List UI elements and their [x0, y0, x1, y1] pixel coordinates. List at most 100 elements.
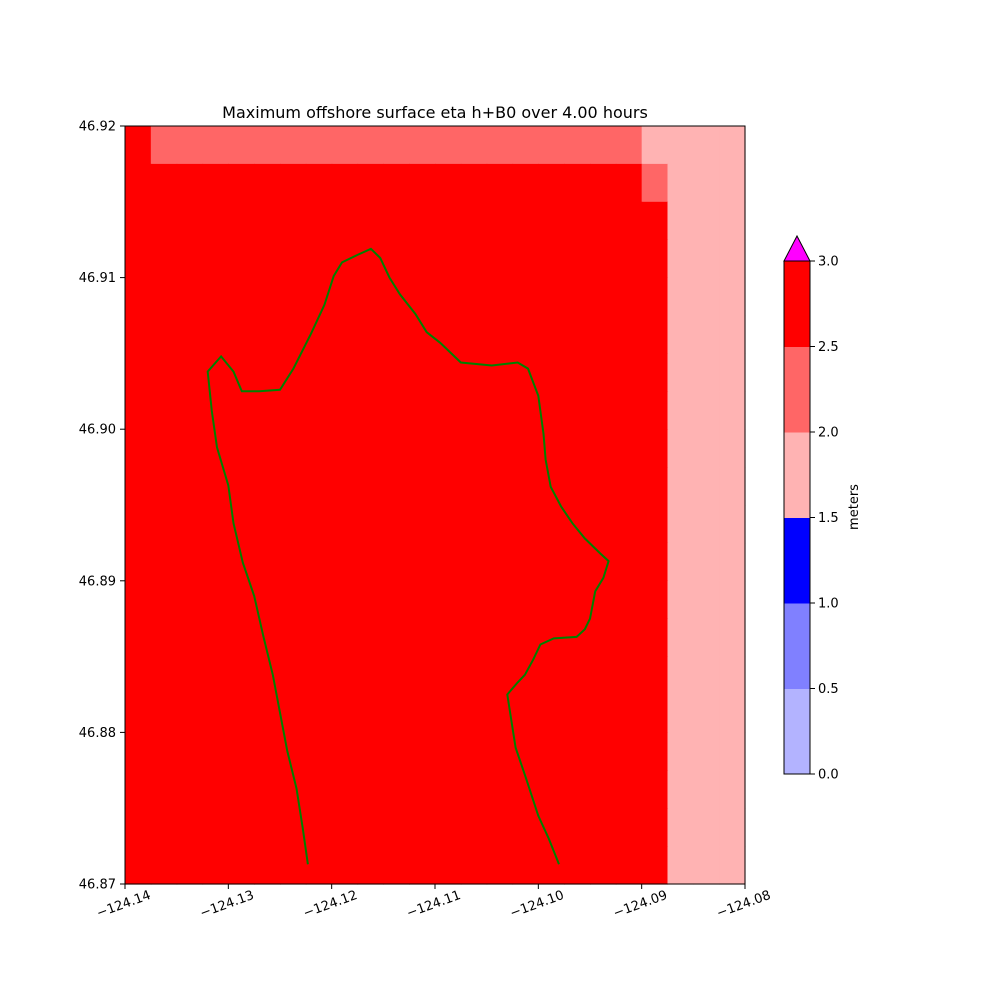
heatmap-cell: [357, 846, 384, 885]
colorbar-tick-label: 1.0: [818, 597, 839, 612]
heatmap-cell: [641, 618, 669, 658]
heatmap-cell: [254, 656, 281, 696]
heatmap-cell: [590, 656, 617, 696]
heatmap-cell: [228, 618, 255, 658]
heatmap-cell: [176, 505, 204, 544]
heatmap-cell: [202, 277, 229, 317]
heatmap-cell: [254, 163, 281, 203]
heatmap-cell: [254, 467, 281, 506]
heatmap-cell: [538, 732, 565, 771]
heatmap-cell: [667, 126, 694, 165]
colorbar-extend-arrow: [783, 234, 811, 262]
heatmap-cell: [150, 163, 178, 203]
heatmap-cell: [486, 391, 514, 430]
heatmap-cell: [305, 467, 333, 506]
colorbar-tick-label: 0.5: [818, 682, 839, 697]
heatmap-cell: [305, 770, 333, 809]
heatmap-cell: [254, 808, 281, 847]
heatmap-cell: [202, 163, 229, 203]
heatmap-cell: [693, 732, 720, 771]
heatmap-cell: [409, 732, 436, 771]
heatmap-cell: [590, 542, 617, 582]
heatmap-cell: [435, 656, 462, 696]
heatmap-cell: [280, 694, 307, 733]
heatmap-cell: [176, 770, 204, 809]
heatmap-cell: [254, 239, 281, 279]
heatmap-cell: [564, 770, 591, 809]
colorbar-label: meters: [847, 484, 862, 530]
heatmap-cell: [667, 770, 694, 809]
heatmap-cell: [202, 126, 229, 165]
heatmap-cell: [460, 505, 488, 544]
heatmap-cell: [305, 277, 333, 317]
heatmap-cell: [486, 656, 514, 696]
heatmap-cell: [512, 542, 539, 582]
heatmap-cell: [460, 201, 488, 241]
heatmap-cell: [641, 694, 669, 733]
heatmap-cell: [125, 353, 152, 392]
colorbar-band: [784, 261, 810, 347]
x-tick-label: −124.12: [301, 888, 359, 921]
heatmap-cell: [719, 808, 746, 847]
heatmap-cell: [409, 429, 436, 468]
heatmap-cell: [590, 505, 617, 544]
heatmap-cell: [254, 353, 281, 392]
heatmap-cell: [254, 429, 281, 468]
heatmap-cell: [460, 315, 488, 354]
heatmap-cell: [228, 163, 255, 203]
heatmap-cell: [150, 505, 178, 544]
heatmap-cell: [409, 505, 436, 544]
heatmap-cell: [435, 126, 462, 165]
heatmap-cell: [383, 732, 410, 771]
heatmap-cell: [150, 315, 178, 354]
heatmap-cell: [228, 808, 255, 847]
heatmap-cell: [538, 808, 565, 847]
heatmap-cell: [125, 239, 152, 279]
heatmap-cell: [512, 429, 539, 468]
heatmap-cell: [280, 315, 307, 354]
heatmap-cell: [383, 542, 410, 582]
heatmap-cell: [176, 656, 204, 696]
heatmap-cell: [305, 429, 333, 468]
heatmap-cell: [357, 315, 384, 354]
heatmap-cell: [176, 467, 204, 506]
heatmap-cell: [719, 618, 746, 658]
heatmap-cell: [331, 542, 359, 582]
heatmap-cell: [280, 580, 307, 620]
heatmap-cell: [486, 505, 514, 544]
heatmap-cell: [512, 656, 539, 696]
heatmap-cell: [693, 846, 720, 885]
heatmap-cell: [641, 315, 669, 354]
heatmap-cell: [486, 239, 514, 279]
heatmap-cell: [512, 618, 539, 658]
heatmap-cell: [280, 656, 307, 696]
heatmap-cell: [719, 163, 746, 203]
heatmap-cell: [150, 770, 178, 809]
heatmap-cell: [383, 126, 410, 165]
heatmap-cell: [125, 391, 152, 430]
heatmap-cell: [357, 429, 384, 468]
heatmap-cell: [486, 315, 514, 354]
heatmap-cell: [719, 694, 746, 733]
heatmap-cell: [641, 467, 669, 506]
heatmap-cell: [202, 505, 229, 544]
heatmap-cell: [280, 201, 307, 241]
heatmap-cell: [435, 732, 462, 771]
heatmap-cell: [254, 846, 281, 885]
heatmap-cell: [564, 580, 591, 620]
heatmap-cell: [590, 694, 617, 733]
heatmap-cell: [383, 656, 410, 696]
heatmap-cell: [641, 391, 669, 430]
heatmap-cell: [538, 163, 565, 203]
y-tick-label: 46.87: [79, 878, 116, 893]
heatmap-cell: [150, 429, 178, 468]
colorbar-tick-label: 0.0: [818, 768, 839, 783]
heatmap-cell: [435, 694, 462, 733]
heatmap-cell: [512, 201, 539, 241]
heatmap-cell: [590, 391, 617, 430]
heatmap-cell: [280, 163, 307, 203]
heatmap-cell: [435, 542, 462, 582]
heatmap-cell: [357, 126, 384, 165]
heatmap-cell: [331, 580, 359, 620]
heatmap-cell: [667, 163, 694, 203]
